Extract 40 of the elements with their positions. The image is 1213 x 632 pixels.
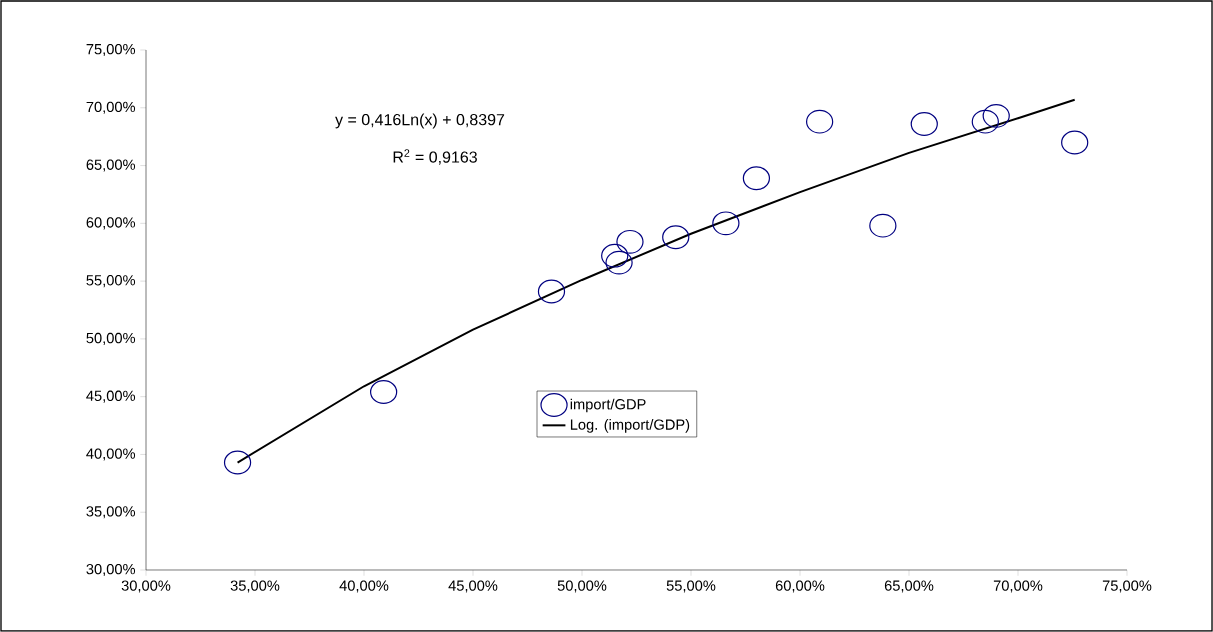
line-series: [236, 98, 1076, 464]
annotation: y = 0,416Ln(x) + 0,8397: [335, 113, 505, 129]
point: [369, 380, 398, 404]
point: [662, 225, 690, 250]
y-tick-label: 45,00%: [86, 390, 136, 403]
point: [616, 229, 644, 254]
x-tick-label: 45,00%: [448, 580, 498, 593]
x-tick-label: 35,00%: [230, 580, 280, 593]
point: [1061, 130, 1089, 155]
y-tick-label: 35,00%: [86, 506, 136, 519]
point: [806, 109, 834, 134]
x-tick-label: 65,00%: [884, 580, 934, 593]
y-tick-label: 50,00%: [86, 332, 136, 345]
point: [910, 112, 938, 136]
y-tick-label: 75,00%: [86, 43, 136, 57]
x-tick-label: 75,00%: [1102, 580, 1152, 593]
point: [223, 450, 252, 475]
y-tick-label: 30,00%: [86, 563, 136, 577]
x-tick-label: 70,00%: [993, 580, 1043, 593]
y-tick-label: 40,00%: [86, 448, 136, 461]
x-tick-label: 50,00%: [557, 580, 607, 593]
x-tick-label: 55,00%: [666, 580, 716, 593]
point: [971, 109, 999, 134]
point: [605, 250, 633, 275]
y-tick-label: 60,00%: [86, 217, 136, 230]
point: [601, 243, 629, 268]
y-tick-label: 70,00%: [86, 101, 136, 114]
x-tick-label: 30,00%: [121, 580, 171, 593]
x-tick-label: 60,00%: [775, 580, 825, 593]
y-tick-label: 65,00%: [86, 159, 136, 172]
point: [742, 166, 771, 191]
legend-label: import/GDP: [570, 398, 646, 413]
point: [712, 211, 740, 236]
x-tick-label: 40,00%: [339, 580, 389, 593]
legend-label: Log. (import/GDP): [570, 419, 690, 433]
point: [869, 213, 897, 238]
point: [537, 279, 566, 304]
y-tick-label: 55,00%: [86, 275, 136, 288]
annotation: R$^{2}$ = 0,9163: [393, 149, 477, 165]
point: [982, 103, 1010, 128]
